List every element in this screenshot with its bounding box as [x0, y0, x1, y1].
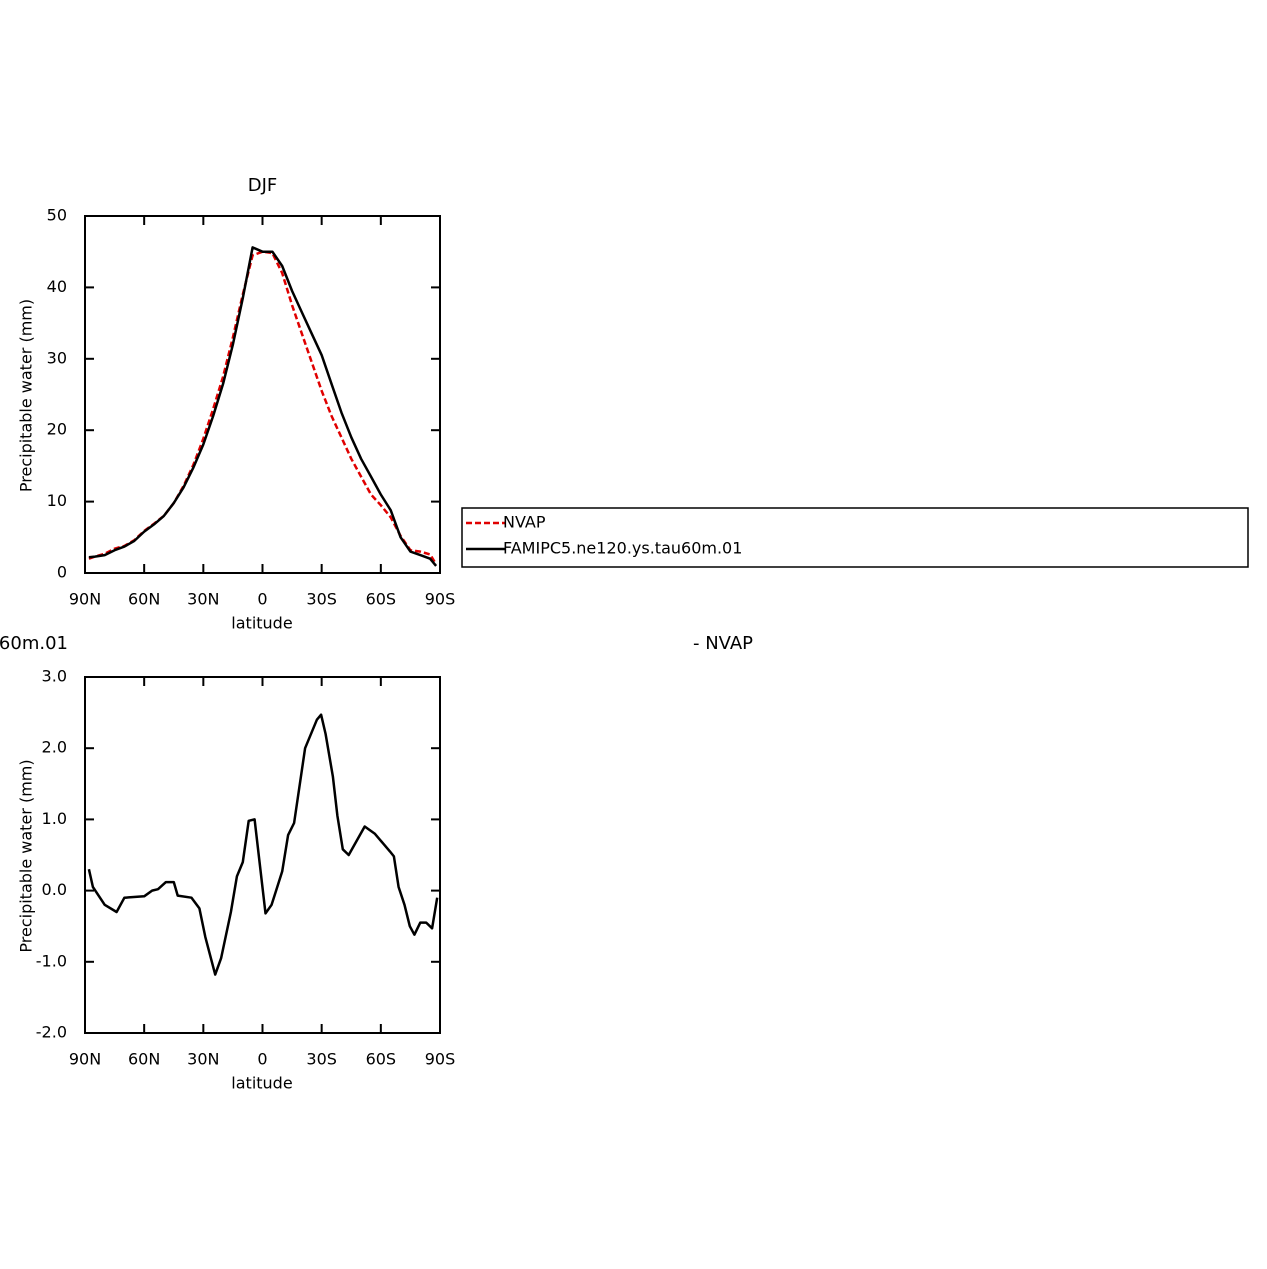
x-tick-label: 30S [306, 590, 337, 609]
y-axis-label: Precipitable water (mm) [17, 299, 36, 492]
x-tick-label: 0 [257, 590, 267, 609]
y-tick-label: 3.0 [42, 667, 67, 686]
legend-label: FAMIPC5.ne120.ys.tau60m.01 [503, 539, 742, 558]
x-tick-label: 60N [128, 590, 160, 609]
data-line [87, 713, 439, 976]
y-axis-label: Precipitable water (mm) [17, 759, 36, 952]
y-tick-label: 1.0 [42, 809, 67, 828]
x-tick-label: 60S [366, 590, 397, 609]
y-label-clip: Precipitable water (mm) [17, 759, 36, 952]
x-tick-label: 90S [425, 590, 456, 609]
x-tick-label: 30N [187, 1050, 219, 1069]
legend-box [461, 507, 1249, 568]
y-tick-label: -1.0 [36, 951, 67, 970]
chart-title-right: - NVAP [693, 633, 753, 654]
x-tick-label: 30S [306, 1050, 337, 1069]
x-tick-label: 90N [69, 590, 101, 609]
y-tick-label: 0 [57, 563, 67, 582]
chart-title: DJF [248, 175, 278, 196]
y-tick-label: 40 [47, 277, 67, 296]
x-tick-label: 60S [366, 1050, 397, 1069]
x-axis-label: latitude [231, 614, 292, 633]
x-tick-label: 60N [128, 1050, 160, 1069]
x-tick-label: 90N [69, 1050, 101, 1069]
y-tick-label: 50 [47, 206, 67, 225]
y-tick-label: -2.0 [36, 1023, 67, 1042]
x-tick-label: 30N [187, 590, 219, 609]
x-tick-label: 0 [257, 1050, 267, 1069]
chart-title-left: FAMIPC5.ne120.ys.tau60m.01 [0, 633, 68, 654]
x-axis-label: latitude [231, 1074, 292, 1093]
y-tick-label: 30 [47, 348, 67, 367]
y-tick-label: 2.0 [42, 738, 67, 757]
legend-label: NVAP [503, 513, 546, 532]
y-tick-label: 0.0 [42, 880, 67, 899]
y-tick-label: 20 [47, 420, 67, 439]
plot-frame [84, 215, 441, 574]
data-line [88, 246, 438, 567]
plot-frame [84, 676, 441, 1034]
y-tick-label: 10 [47, 491, 67, 510]
data-line [88, 250, 438, 566]
x-tick-label: 90S [425, 1050, 456, 1069]
